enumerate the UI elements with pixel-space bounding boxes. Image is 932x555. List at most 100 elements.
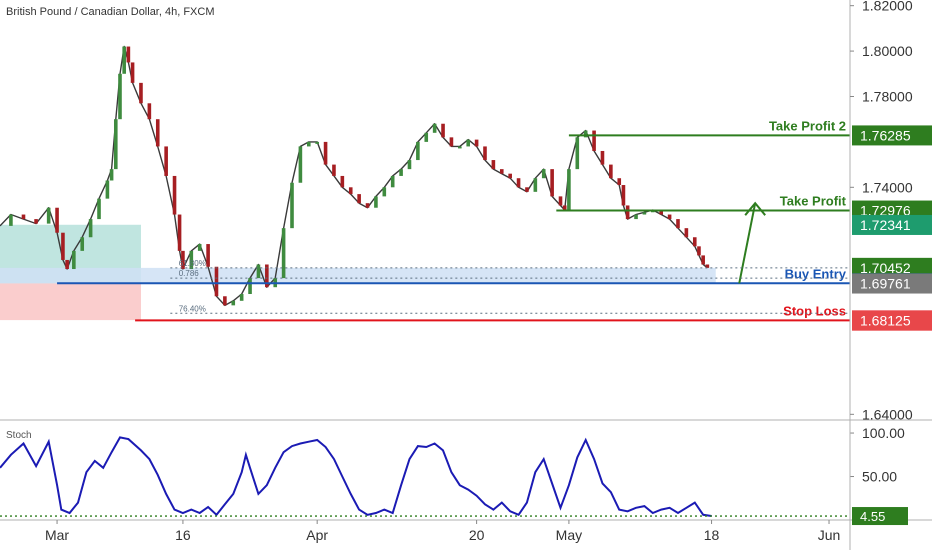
candle (34, 219, 38, 224)
candle (424, 132, 429, 142)
stoch-value-badge (852, 507, 908, 526)
candle (118, 73, 122, 120)
stop-box (0, 283, 141, 321)
candle (634, 214, 638, 220)
candle (491, 160, 496, 170)
candle (659, 210, 664, 215)
candle (126, 46, 131, 63)
candle (441, 123, 445, 138)
candle (583, 130, 588, 138)
price-badge (852, 273, 932, 294)
candle (558, 196, 563, 206)
candle (323, 141, 328, 165)
stoch-tick-label: 50.00 (862, 469, 897, 485)
candle (223, 296, 227, 306)
candle (88, 219, 93, 238)
level-label: Take Profit 2 (769, 118, 846, 133)
time-tick-label: Jun (818, 527, 841, 543)
candle (155, 119, 160, 147)
fib-label: 61.80% (179, 259, 206, 268)
candle (265, 264, 269, 288)
candle (206, 244, 210, 267)
price-badge (852, 125, 932, 146)
candle (315, 141, 319, 144)
time-tick-label: 18 (704, 527, 720, 543)
projection-arrow-head (744, 201, 766, 216)
candle (298, 146, 303, 183)
candle (458, 146, 462, 149)
time-tick-label: Apr (306, 527, 328, 543)
candle (625, 205, 630, 220)
candle (621, 185, 626, 206)
candle (332, 164, 336, 176)
candle (61, 232, 65, 260)
candle (172, 175, 177, 215)
candle (46, 207, 51, 224)
price-badge (852, 214, 932, 235)
time-tick-label: Mar (45, 527, 69, 543)
candle (483, 146, 487, 161)
candle (239, 294, 244, 301)
candle (499, 169, 504, 174)
candle (139, 82, 143, 104)
stoch-value-text: 4.55 (860, 509, 885, 524)
candle (508, 173, 512, 179)
candle (432, 123, 437, 133)
candle (290, 182, 294, 229)
time-tick-label: 20 (469, 527, 485, 543)
candle (697, 246, 701, 256)
candle (80, 237, 85, 251)
entry-band (0, 267, 716, 284)
candle (189, 250, 194, 270)
candle (340, 175, 345, 188)
candle (692, 237, 697, 247)
candle (684, 228, 689, 238)
candle (667, 214, 672, 220)
candle (541, 169, 546, 179)
candle (256, 264, 261, 279)
price-badge-text: 1.76285 (860, 127, 911, 143)
candle (248, 278, 252, 294)
candle (399, 169, 403, 176)
candle (562, 205, 567, 210)
candle (525, 187, 529, 192)
price-badge-text: 1.68125 (860, 313, 911, 329)
candle (177, 214, 182, 251)
candle (374, 196, 378, 208)
candle (197, 244, 202, 251)
candle (55, 207, 59, 233)
candle (21, 214, 26, 220)
stoch-line (0, 436, 712, 517)
price-badge-text: 1.72976 (860, 203, 911, 219)
price-tick-label: 1.82000 (862, 0, 913, 14)
candle (449, 137, 454, 147)
candle (533, 178, 538, 192)
candle (109, 169, 114, 181)
candle (592, 130, 596, 151)
level-label: Stop Loss (783, 303, 846, 318)
candle (113, 119, 118, 170)
candle (567, 169, 571, 210)
candle (306, 141, 311, 147)
candle (130, 62, 135, 83)
price-badge-text: 1.72341 (860, 217, 911, 233)
candle (348, 187, 353, 195)
candle (365, 203, 370, 208)
time-tick-label: 16 (175, 527, 191, 543)
candle (382, 187, 387, 197)
candle (466, 139, 471, 147)
candle (474, 139, 479, 147)
candle (617, 178, 622, 186)
stoch-label: Stoch (6, 430, 32, 441)
stoch-tick-label: 100.00 (862, 425, 905, 441)
time-tick-label: May (556, 527, 582, 543)
candle (705, 264, 710, 268)
candle (390, 175, 395, 188)
projection-arrow-shaft (738, 202, 757, 284)
candle (600, 150, 605, 165)
price-tick-label: 1.78000 (862, 88, 913, 104)
price-tick-label: 1.74000 (862, 179, 913, 195)
fib-label: 76.40% (179, 304, 206, 313)
